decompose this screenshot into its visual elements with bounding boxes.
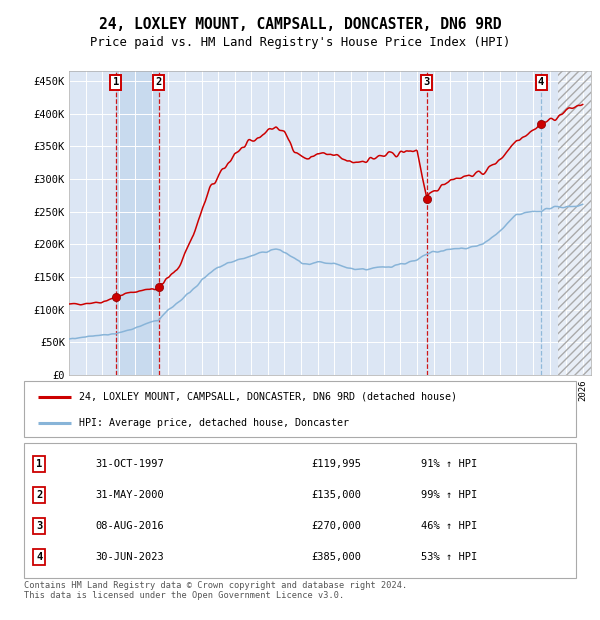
FancyBboxPatch shape	[24, 381, 576, 437]
Text: 46% ↑ HPI: 46% ↑ HPI	[421, 521, 478, 531]
Text: 91% ↑ HPI: 91% ↑ HPI	[421, 459, 478, 469]
Text: £270,000: £270,000	[311, 521, 361, 531]
Text: £119,995: £119,995	[311, 459, 361, 469]
Text: 2: 2	[155, 78, 162, 87]
Text: Contains HM Land Registry data © Crown copyright and database right 2024.
This d: Contains HM Land Registry data © Crown c…	[24, 581, 407, 600]
Bar	[558, 71, 591, 375]
Text: 1: 1	[37, 459, 43, 469]
Text: £135,000: £135,000	[311, 490, 361, 500]
Text: 31-MAY-2000: 31-MAY-2000	[96, 490, 164, 500]
Text: 4: 4	[538, 78, 544, 87]
Bar	[116, 71, 159, 375]
Text: 1: 1	[113, 78, 119, 87]
Bar	[558, 71, 591, 375]
Text: 3: 3	[37, 521, 43, 531]
Point	[536, 118, 546, 128]
FancyBboxPatch shape	[24, 443, 576, 578]
Text: 4: 4	[37, 552, 43, 562]
Point	[154, 282, 164, 292]
Text: Price paid vs. HM Land Registry's House Price Index (HPI): Price paid vs. HM Land Registry's House …	[90, 36, 510, 48]
Bar	[558, 71, 591, 375]
Text: 99% ↑ HPI: 99% ↑ HPI	[421, 490, 478, 500]
Text: 53% ↑ HPI: 53% ↑ HPI	[421, 552, 478, 562]
Text: 31-OCT-1997: 31-OCT-1997	[96, 459, 164, 469]
Text: 3: 3	[424, 78, 430, 87]
Point	[422, 193, 431, 203]
Point	[111, 292, 121, 302]
Text: 24, LOXLEY MOUNT, CAMPSALL, DONCASTER, DN6 9RD (detached house): 24, LOXLEY MOUNT, CAMPSALL, DONCASTER, D…	[79, 392, 457, 402]
Text: 08-AUG-2016: 08-AUG-2016	[96, 521, 164, 531]
Text: 30-JUN-2023: 30-JUN-2023	[96, 552, 164, 562]
Text: 24, LOXLEY MOUNT, CAMPSALL, DONCASTER, DN6 9RD: 24, LOXLEY MOUNT, CAMPSALL, DONCASTER, D…	[99, 17, 501, 32]
Text: £385,000: £385,000	[311, 552, 361, 562]
Text: HPI: Average price, detached house, Doncaster: HPI: Average price, detached house, Donc…	[79, 418, 349, 428]
Text: 2: 2	[37, 490, 43, 500]
